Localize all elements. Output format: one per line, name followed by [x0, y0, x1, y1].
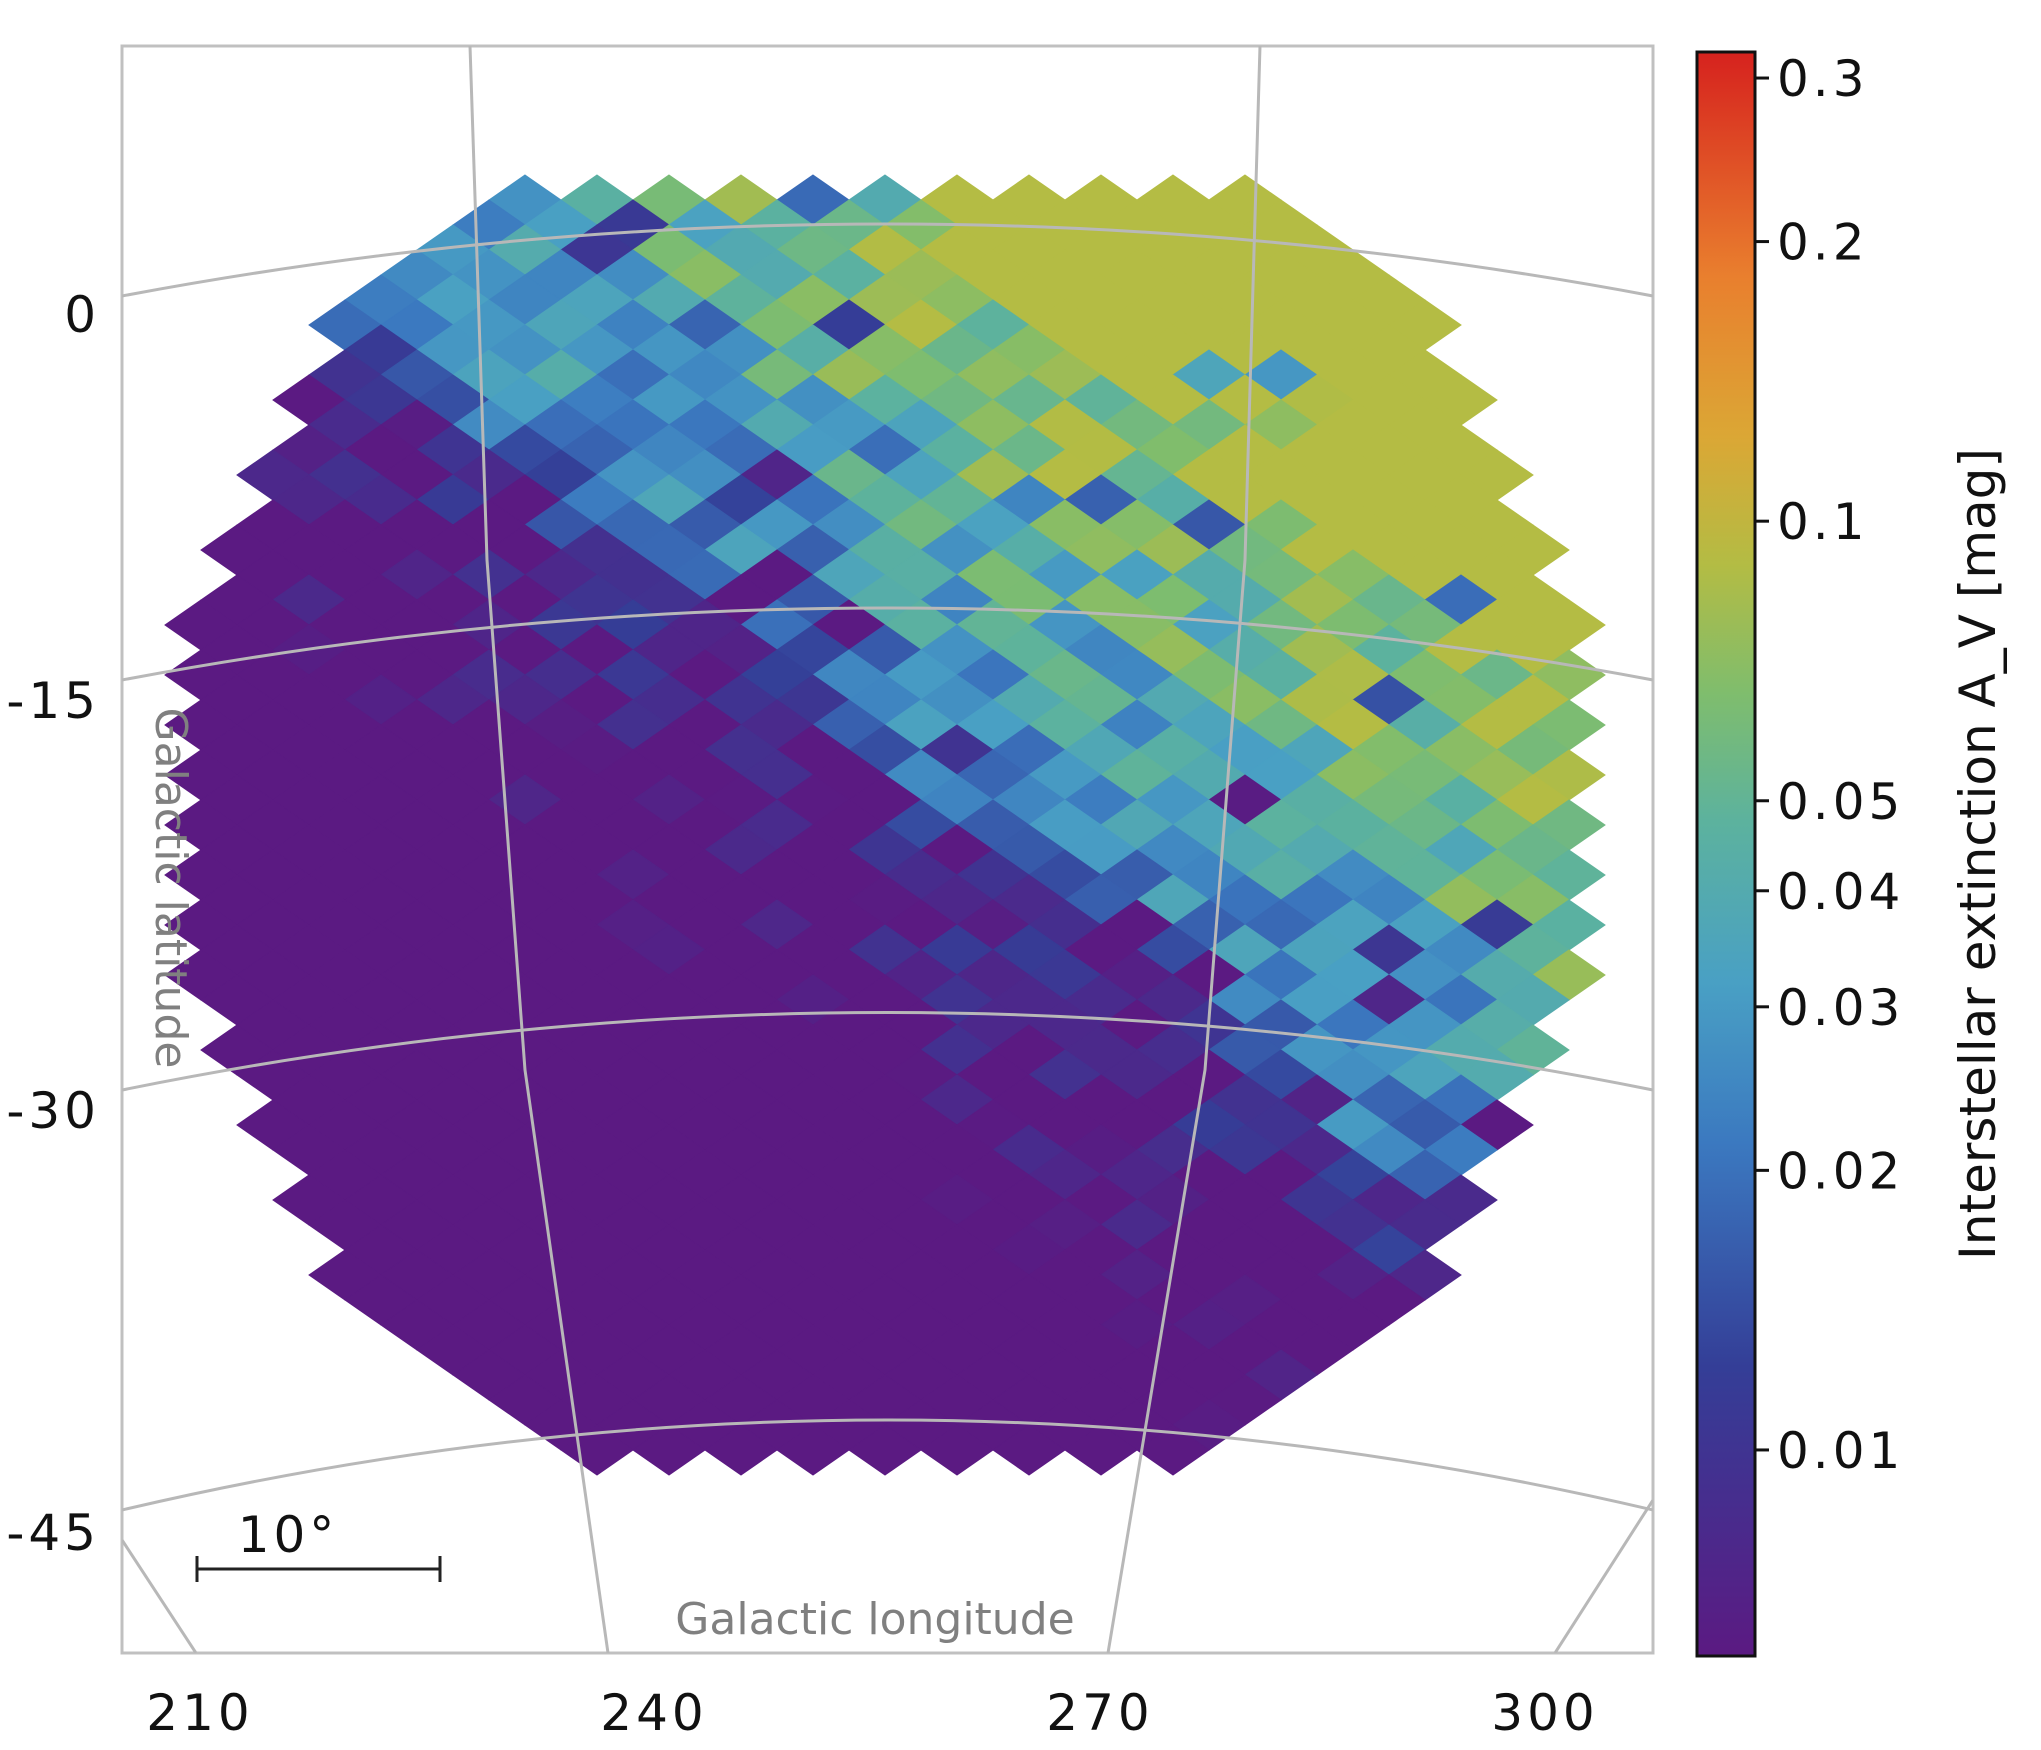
x-tick-label: 240 — [600, 1684, 707, 1742]
longitude-line-300 — [1553, 1499, 1653, 1653]
colorbar-tick-label: 0.05 — [1777, 773, 1904, 831]
y-axis-title: Galactic latitude — [145, 708, 196, 1069]
x-tick-label: 300 — [1491, 1684, 1598, 1742]
colorbar-title: Interstellar extinction A_V [mag] — [1949, 448, 2007, 1260]
longitude-line-240 — [468, 46, 610, 1653]
heatmap-cell — [776, 1424, 850, 1476]
x-tick-label: 210 — [146, 1684, 253, 1742]
colorbar-tick-label: 0.04 — [1777, 863, 1904, 921]
longitude-line-210 — [122, 1539, 198, 1653]
latitude-line-0 — [122, 222, 1653, 298]
colorbar-ticks: 0.3 0.2 0.1 0.05 0.04 0.03 0.02 0.01 — [1755, 50, 1904, 1480]
y-tick-label: 0 — [64, 286, 100, 344]
latitude-line-minus45 — [122, 1418, 1653, 1512]
heatmap-cells — [164, 174, 1606, 1476]
latitude-line-minus15 — [122, 606, 1653, 682]
heatmap-cell — [920, 1424, 994, 1476]
heatmap-cell — [992, 1424, 1066, 1476]
heatmap-cell — [560, 1424, 634, 1476]
colorbar-tick-label: 0.2 — [1777, 214, 1869, 272]
graticule — [122, 46, 1653, 1653]
heatmap-cell — [1136, 1424, 1210, 1476]
colorbar-tick-label: 0.01 — [1777, 1422, 1904, 1480]
heatmap-cell — [1064, 1424, 1138, 1476]
colorbar-tick-label: 0.1 — [1777, 493, 1869, 551]
colorbar — [1695, 50, 1757, 1658]
y-tick-label: -45 — [6, 1504, 100, 1562]
colorbar-tick-label: 0.02 — [1777, 1142, 1904, 1200]
scale-bar — [195, 1556, 442, 1582]
longitude-line-270 — [1106, 46, 1262, 1653]
scale-bar-label: 10° — [238, 1506, 339, 1564]
y-tick-label: -30 — [6, 1082, 100, 1140]
colorbar-tick-label: 0.03 — [1777, 979, 1904, 1037]
x-tick-label: 270 — [1046, 1684, 1153, 1742]
latitude-line-minus30 — [122, 1011, 1653, 1092]
x-axis-title: Galactic longitude — [675, 1594, 1074, 1645]
heatmap-cell — [704, 1424, 778, 1476]
colorbar-tick-label: 0.3 — [1777, 50, 1869, 108]
heatmap-cell — [848, 1424, 922, 1476]
heatmap-cell — [632, 1424, 706, 1476]
y-tick-label: -15 — [6, 672, 100, 730]
